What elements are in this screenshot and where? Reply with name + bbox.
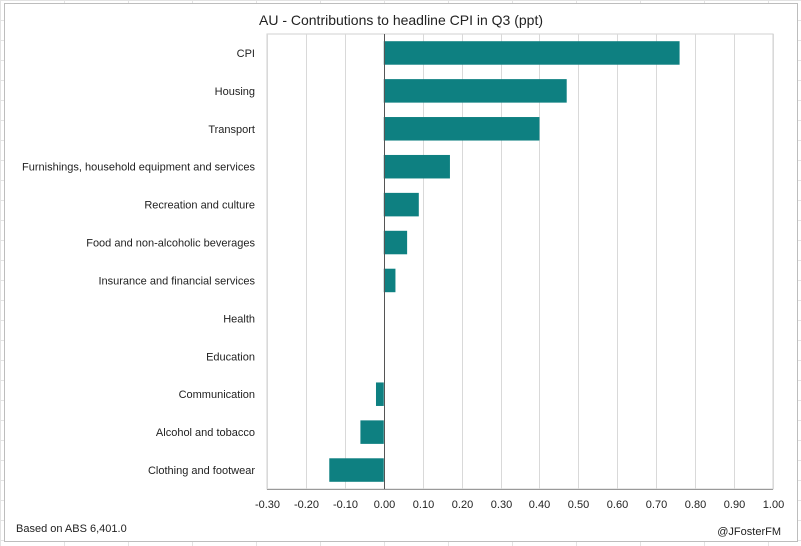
bar	[329, 458, 384, 482]
x-tick-label: 0.60	[607, 499, 628, 511]
bar	[383, 117, 540, 141]
bar	[383, 230, 408, 255]
bar	[383, 192, 419, 217]
bar	[383, 41, 680, 65]
x-tick-label: 1.00	[763, 499, 784, 511]
x-tick-label: 0.20	[452, 499, 473, 511]
category-label: Insurance and financial services	[98, 275, 255, 287]
credit-note: @JFosterFM	[717, 526, 781, 538]
category-label: Health	[223, 313, 255, 325]
x-tick-label: 0.40	[529, 499, 550, 511]
bar	[360, 420, 384, 444]
bar	[375, 382, 384, 406]
category-label: Furnishings, household equipment and ser…	[22, 162, 255, 174]
x-tick-label: 0.30	[491, 499, 512, 511]
x-tick-label: -0.10	[333, 499, 358, 511]
category-label: Housing	[215, 86, 255, 98]
category-label: CPI	[237, 48, 255, 60]
category-label: Education	[206, 351, 255, 363]
category-label: Alcohol and tobacco	[156, 427, 255, 439]
chart-title: AU - Contributions to headline CPI in Q3…	[258, 12, 544, 28]
category-label: Transport	[208, 124, 255, 136]
category-label: Clothing and footwear	[148, 465, 255, 477]
x-tick-label: 0.50	[568, 499, 589, 511]
category-label: Communication	[179, 389, 255, 401]
x-tick-label: 0.80	[685, 499, 706, 511]
x-tick-label: 0.70	[646, 499, 667, 511]
x-tick-label: -0.30	[255, 499, 280, 511]
x-tick-label: 0.90	[724, 499, 745, 511]
bar	[383, 79, 567, 103]
category-label: Food and non-alcoholic beverages	[86, 238, 255, 250]
bar	[383, 154, 450, 179]
x-tick-label: -0.20	[294, 499, 319, 511]
source-note: Based on ABS 6,401.0	[16, 523, 127, 535]
x-tick-label: 0.10	[413, 499, 434, 511]
x-tick-label: 0.00	[374, 499, 395, 511]
bar	[383, 268, 396, 293]
category-label: Recreation and culture	[144, 200, 255, 212]
